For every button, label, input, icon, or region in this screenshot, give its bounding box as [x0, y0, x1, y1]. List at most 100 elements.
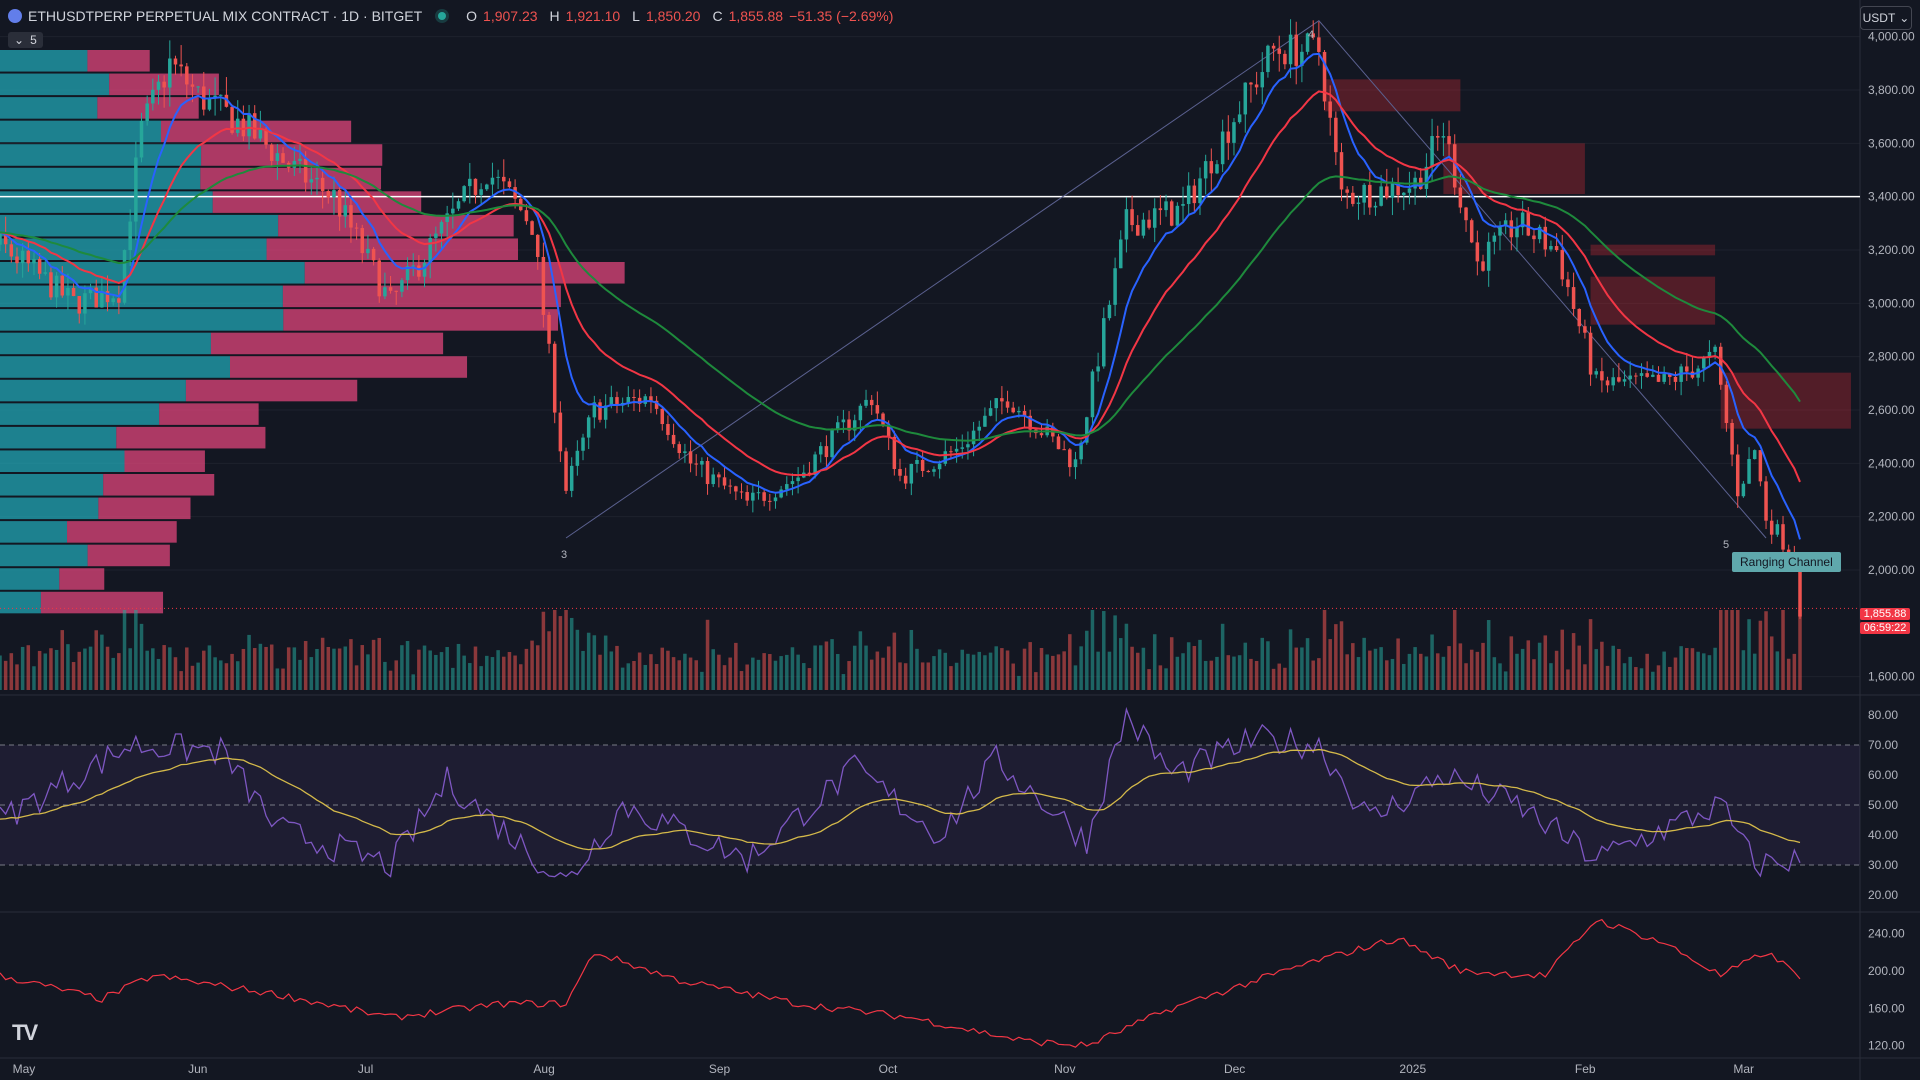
oscillator-pane[interactable] — [0, 918, 1801, 1048]
candle-body — [122, 250, 127, 303]
volume-bar — [247, 634, 251, 690]
elliott-wave-line — [565, 20, 1767, 539]
candle-body — [960, 447, 965, 449]
candle-body — [779, 489, 783, 498]
volume-bar — [1622, 663, 1627, 690]
price-axis-label: 2,400.00 — [1868, 456, 1915, 470]
volume-bar — [1498, 663, 1502, 690]
volume-bar — [983, 655, 987, 690]
time-axis[interactable]: May Jun Jul Aug Sep Oct Nov Dec 2025 Feb Mar — [13, 1062, 1754, 1076]
ranging-channel-label[interactable]: Ranging Channel — [1732, 552, 1841, 572]
volume-bar — [626, 663, 631, 690]
candle-body — [54, 275, 59, 298]
candle-body — [1798, 562, 1802, 617]
volume-bar — [1781, 610, 1785, 690]
volume-bar — [1334, 624, 1338, 690]
volume-bar — [1696, 651, 1700, 690]
open-label: O — [466, 8, 478, 24]
candle-body — [1107, 304, 1112, 319]
volume-bar — [456, 643, 461, 690]
volume-bar — [411, 674, 415, 690]
volume-bar — [603, 635, 608, 690]
volume-bar — [700, 671, 704, 690]
symbol-title[interactable]: ETHUSDTPERP PERPETUAL MIX CONTRACT · 1D … — [28, 8, 423, 24]
volume-bar — [83, 648, 87, 690]
volume-profile-down — [159, 403, 259, 425]
candle-body — [417, 265, 421, 277]
volume-bar — [1554, 650, 1559, 690]
candle-body — [1334, 117, 1338, 153]
volume-bar — [1668, 666, 1672, 690]
rsi-pane[interactable] — [0, 706, 1860, 878]
indicators-toggle[interactable]: ⌄ 5 — [8, 32, 43, 48]
candle-body — [235, 118, 240, 133]
candle-body — [1305, 33, 1310, 52]
volume-bar — [773, 660, 778, 690]
tradingview-logo[interactable]: TV — [12, 1020, 38, 1045]
candle-body — [1181, 204, 1185, 206]
volume-bar — [875, 651, 880, 690]
candle-body — [252, 113, 257, 139]
candle-body — [813, 454, 817, 475]
volume-bar — [343, 646, 348, 690]
rsi-axis-label: 70.00 — [1868, 738, 1898, 752]
candle-body — [835, 422, 840, 430]
candle-body — [1651, 374, 1655, 377]
candle-body — [971, 430, 976, 445]
candle-body — [654, 400, 659, 409]
volume-bar — [337, 648, 342, 690]
volume-bar — [637, 652, 642, 690]
volume-bar — [1328, 639, 1332, 690]
symbol-legend[interactable]: ETHUSDTPERP PERPETUAL MIX CONTRACT · 1D … — [8, 7, 893, 25]
volume-bar — [235, 661, 240, 690]
candle-body — [677, 444, 681, 454]
candle-body — [869, 399, 874, 406]
candle-body — [230, 106, 234, 133]
candle-body — [1113, 268, 1117, 305]
candle-body — [1600, 371, 1604, 381]
candle-body — [168, 58, 172, 88]
horizontal-line[interactable] — [0, 195, 1860, 609]
volume-profile-up — [0, 238, 267, 260]
candle-body — [3, 232, 8, 245]
candle-body — [626, 397, 631, 403]
volume-bar — [807, 668, 812, 690]
volume-profile-down — [185, 379, 358, 402]
volume-bar — [1237, 655, 1242, 690]
candle-body — [592, 402, 597, 418]
volume-bar — [1356, 657, 1361, 690]
volume-profile-up — [0, 544, 88, 567]
volume-bar — [1102, 611, 1106, 690]
volume-bar — [513, 655, 517, 690]
ema-mid-line — [0, 90, 1801, 483]
volume-bar — [1566, 669, 1570, 690]
candle-body — [1215, 164, 1219, 174]
volume-profile-up — [0, 144, 202, 166]
volume-bar — [49, 648, 53, 690]
candle-body — [609, 397, 614, 406]
candle-body — [1673, 376, 1678, 382]
candle-body — [807, 472, 812, 475]
candle-body — [1526, 212, 1531, 236]
candle-body — [1254, 84, 1259, 88]
candle-body — [524, 210, 529, 222]
volume-profile-up — [0, 309, 284, 331]
candle-body — [903, 475, 908, 484]
volume-bar — [1481, 642, 1485, 690]
candle-body — [247, 113, 251, 137]
candle-body — [1079, 442, 1083, 460]
volume-bar — [768, 654, 772, 690]
candle-body — [1481, 261, 1485, 271]
candle-body — [213, 95, 217, 98]
volume-bar — [1373, 648, 1378, 690]
currency-selector[interactable]: USDT ⌄ — [1860, 6, 1912, 30]
time-axis-label: Mar — [1733, 1062, 1754, 1076]
candle-body — [1288, 34, 1293, 65]
volume-bar — [111, 657, 115, 690]
close-value: 1,855.88 — [728, 8, 784, 24]
volume-bar — [1096, 651, 1100, 690]
candle-body — [1351, 192, 1355, 204]
candle-body — [151, 89, 155, 104]
price-axis[interactable]: 4,000.00 3,800.00 3,600.00 3,400.00 3,200.00… — [1868, 30, 1915, 1053]
